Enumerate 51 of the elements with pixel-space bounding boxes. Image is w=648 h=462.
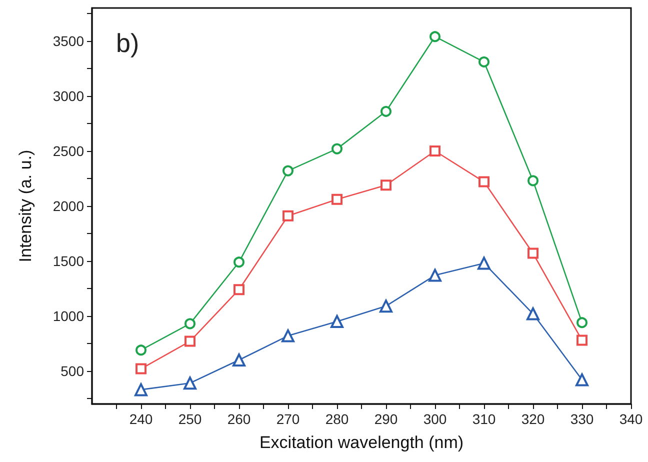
y-tick-label: 3500: [52, 33, 84, 49]
point: [330, 315, 344, 328]
y-tick-label: 500: [60, 363, 84, 379]
y-axis-title: Intensity (a. u.): [16, 150, 35, 262]
point: [478, 256, 490, 270]
point: [380, 300, 392, 313]
x-tick-label: 330: [570, 411, 594, 427]
point: [184, 318, 196, 330]
point: [282, 210, 294, 222]
point: [430, 31, 440, 42]
y-tick-label: 1500: [52, 253, 84, 269]
point: [184, 336, 196, 347]
x-tick-label: 300: [423, 411, 447, 427]
point: [478, 176, 490, 188]
x-tick-label: 340: [619, 411, 643, 427]
y-tick-label: 3000: [52, 88, 84, 104]
x-tick-label: 310: [472, 411, 496, 427]
point: [428, 268, 442, 282]
x-axis-title: Excitation wavelength (nm): [259, 433, 464, 452]
point: [528, 248, 538, 259]
x-tick-label: 240: [129, 411, 153, 427]
x-tick-label: 250: [178, 411, 202, 427]
point: [332, 143, 342, 154]
point: [380, 106, 392, 117]
point: [430, 146, 440, 156]
point: [332, 194, 342, 205]
x-tick-label: 270: [276, 411, 300, 427]
point: [184, 376, 196, 390]
point: [282, 165, 294, 176]
point: [234, 256, 244, 268]
point: [232, 354, 246, 366]
y-tick-label: 1000: [52, 308, 84, 324]
point: [576, 317, 588, 328]
annotation: b): [116, 28, 140, 58]
y-tick-label: 2000: [52, 198, 84, 214]
y-tick-label: 2500: [52, 143, 84, 159]
point: [136, 344, 146, 356]
x-tick-label: 290: [374, 411, 398, 427]
point: [528, 175, 538, 186]
point: [526, 307, 540, 320]
x-tick-label: 260: [227, 411, 251, 427]
point: [576, 373, 588, 386]
point: [380, 180, 392, 191]
point: [576, 334, 588, 346]
point: [282, 329, 294, 342]
point: [234, 284, 244, 296]
point: [134, 383, 148, 396]
point: [136, 363, 146, 374]
x-tick-label: 320: [521, 411, 545, 427]
x-tick-label: 280: [325, 411, 349, 427]
point: [478, 56, 490, 68]
